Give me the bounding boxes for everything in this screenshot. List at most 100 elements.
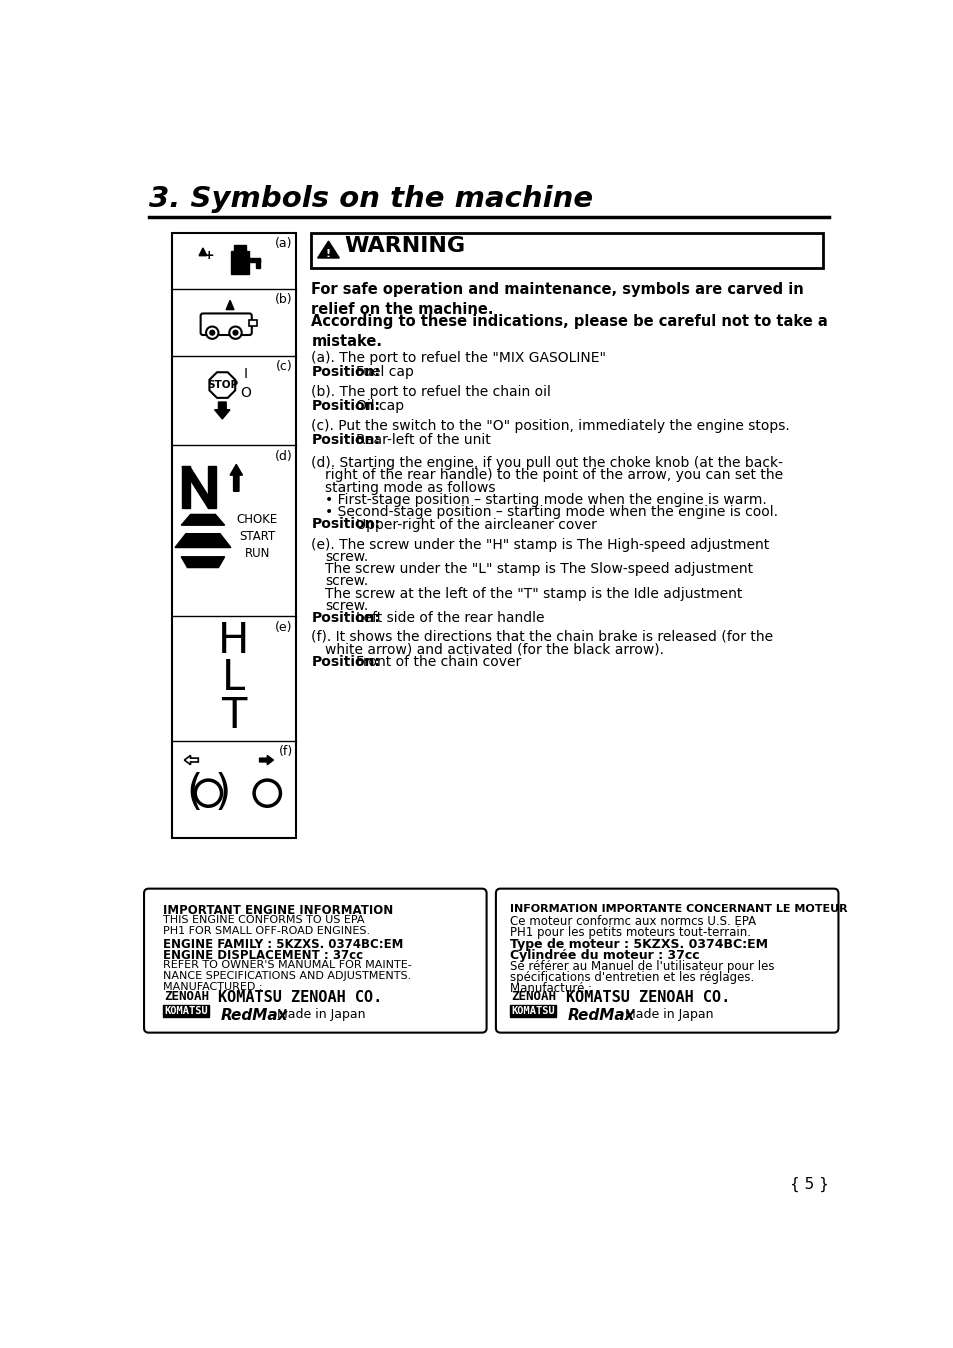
Polygon shape — [199, 248, 207, 256]
Text: O: O — [240, 386, 251, 400]
Text: Position:: Position: — [311, 518, 380, 531]
Text: ENGINE FAMILY : 5KZXS. 0374BC:EM: ENGINE FAMILY : 5KZXS. 0374BC:EM — [162, 938, 402, 950]
Text: 3. Symbols on the machine: 3. Symbols on the machine — [149, 185, 592, 213]
Text: According to these indications, please be careful not to take a
mistake.: According to these indications, please b… — [311, 314, 827, 349]
Circle shape — [209, 330, 215, 336]
FancyBboxPatch shape — [144, 888, 486, 1033]
Polygon shape — [174, 534, 231, 547]
Text: KOMATSU: KOMATSU — [511, 1006, 555, 1016]
Text: Position:: Position: — [311, 365, 380, 379]
Text: (c). Put the switch to the "O" position, immediately the engine stops.: (c). Put the switch to the "O" position,… — [311, 419, 789, 433]
Text: THIS ENGINE CONFORMS TO US EPA: THIS ENGINE CONFORMS TO US EPA — [162, 915, 364, 925]
FancyArrow shape — [214, 402, 230, 419]
Text: START: START — [239, 530, 275, 543]
Text: ZENOAH: ZENOAH — [164, 989, 209, 1003]
Text: { 5 }: { 5 } — [789, 1177, 828, 1192]
Bar — [249, 257, 259, 262]
Bar — [509, 1004, 556, 1018]
Text: ): ) — [214, 772, 231, 814]
Text: Position:: Position: — [311, 612, 380, 625]
Text: H: H — [218, 620, 250, 662]
Text: (f): (f) — [278, 745, 293, 759]
Text: starting mode as follows: starting mode as follows — [325, 480, 496, 495]
FancyBboxPatch shape — [496, 888, 838, 1033]
Text: (e). The screw under the "H" stamp is The High-speed adjustment: (e). The screw under the "H" stamp is Th… — [311, 538, 769, 551]
Text: Se référer au Manuel de l'utilisateur pour les: Se référer au Manuel de l'utilisateur po… — [509, 960, 774, 973]
Text: NANCE SPECIFICATIONS AND ADJUSTMENTS.: NANCE SPECIFICATIONS AND ADJUSTMENTS. — [162, 971, 411, 981]
Text: Upper-right of the aircleaner cover: Upper-right of the aircleaner cover — [355, 518, 596, 531]
Text: WARNING: WARNING — [344, 236, 465, 256]
Text: Left side of the rear handle: Left side of the rear handle — [355, 612, 543, 625]
Circle shape — [229, 326, 241, 338]
Bar — [311, 233, 822, 268]
Text: screw.: screw. — [325, 550, 368, 563]
Text: STOP: STOP — [207, 380, 237, 390]
Bar — [233, 245, 246, 251]
Text: The screw under the "L" stamp is The Slow-speed adjustment: The screw under the "L" stamp is The Slo… — [325, 562, 753, 576]
Polygon shape — [317, 241, 339, 257]
Bar — [172, 233, 295, 838]
Text: Rear-left of the unit: Rear-left of the unit — [355, 433, 490, 446]
Text: Made in Japan: Made in Japan — [624, 1008, 712, 1020]
Text: • First-stage position – starting mode when the engine is warm.: • First-stage position – starting mode w… — [325, 493, 766, 507]
Text: RUN: RUN — [244, 547, 270, 559]
Text: INFORMATION IMPORTANTE CONCERNANT LE MOTEUR: INFORMATION IMPORTANTE CONCERNANT LE MOT… — [509, 905, 846, 914]
Text: • Second-stage position – starting mode when the engine is cool.: • Second-stage position – starting mode … — [325, 506, 778, 519]
Text: (d). Starting the engine, if you pull out the choke knob (at the back-: (d). Starting the engine, if you pull ou… — [311, 456, 782, 470]
Text: +: + — [204, 249, 214, 263]
Text: (a). The port to refuel the "MIX GASOLINE": (a). The port to refuel the "MIX GASOLIN… — [311, 352, 606, 365]
Text: (b): (b) — [274, 294, 293, 306]
Text: KOMATSU ZENOAH CO.: KOMATSU ZENOAH CO. — [565, 989, 729, 1004]
Text: Cylindrée du moteur : 37cc: Cylindrée du moteur : 37cc — [509, 949, 699, 961]
FancyBboxPatch shape — [200, 314, 252, 336]
Text: (b). The port to refuel the chain oil: (b). The port to refuel the chain oil — [311, 386, 551, 399]
Text: KOMATSU ZENOAH CO.: KOMATSU ZENOAH CO. — [218, 989, 382, 1004]
Bar — [208, 466, 216, 508]
Text: PH1 pour les petits moteurs tout-terrain.: PH1 pour les petits moteurs tout-terrain… — [509, 926, 750, 940]
Text: (e): (e) — [275, 620, 293, 634]
Text: (f). It shows the directions that the chain brake is released (for the: (f). It shows the directions that the ch… — [311, 630, 773, 644]
Text: Fuel cap: Fuel cap — [355, 365, 413, 379]
Polygon shape — [226, 301, 233, 310]
Text: IMPORTANT ENGINE INFORMATION: IMPORTANT ENGINE INFORMATION — [162, 905, 393, 917]
Bar — [256, 259, 260, 268]
Bar — [162, 1004, 209, 1018]
Text: MANUFACTURED :: MANUFACTURED : — [162, 983, 262, 992]
Text: PH1 FOR SMALL OFF-ROAD ENGINES.: PH1 FOR SMALL OFF-ROAD ENGINES. — [162, 926, 370, 937]
Text: Type de moteur : 5KZXS. 0374BC:EM: Type de moteur : 5KZXS. 0374BC:EM — [509, 938, 767, 950]
FancyArrow shape — [230, 464, 242, 491]
Text: L: L — [222, 658, 245, 700]
Text: right of the rear handle) to the point of the arrow, you can set the: right of the rear handle) to the point o… — [325, 468, 782, 483]
Text: RedMax: RedMax — [220, 1008, 288, 1023]
Text: KOMATSU: KOMATSU — [164, 1006, 208, 1016]
Bar — [231, 251, 249, 274]
Text: Oil cap: Oil cap — [355, 399, 403, 412]
Text: spécifications d'entretien et les réglages.: spécifications d'entretien et les réglag… — [509, 971, 753, 984]
Circle shape — [233, 330, 238, 336]
Text: ZENOAH: ZENOAH — [511, 989, 556, 1003]
Text: REFER TO OWNER'S MANUMAL FOR MAINTE-: REFER TO OWNER'S MANUMAL FOR MAINTE- — [162, 960, 411, 969]
Text: For safe operation and maintenance, symbols are carved in
relief on the machine.: For safe operation and maintenance, symb… — [311, 282, 803, 317]
Text: RedMax: RedMax — [567, 1008, 635, 1023]
Text: Position:: Position: — [311, 655, 380, 669]
Polygon shape — [181, 515, 224, 526]
Polygon shape — [181, 557, 224, 568]
Polygon shape — [182, 466, 216, 508]
Text: I: I — [243, 367, 248, 381]
Text: (d): (d) — [274, 450, 293, 462]
Text: screw.: screw. — [325, 599, 368, 613]
Text: screw.: screw. — [325, 574, 368, 589]
Bar — [249, 319, 257, 326]
Text: Position:: Position: — [311, 433, 380, 446]
FancyArrow shape — [184, 755, 198, 764]
Bar — [182, 466, 190, 508]
Text: Ce moteur conformc aux normcs U.S. EPA: Ce moteur conformc aux normcs U.S. EPA — [509, 915, 755, 929]
Text: (c): (c) — [275, 360, 293, 373]
Text: Position:: Position: — [311, 399, 380, 412]
Circle shape — [206, 326, 218, 338]
Text: white arrow) and activated (for the black arrow).: white arrow) and activated (for the blac… — [325, 642, 663, 656]
Text: ENGINE DISPLACEMENT : 37cc: ENGINE DISPLACEMENT : 37cc — [162, 949, 362, 961]
Text: !: ! — [326, 249, 331, 259]
Text: (a): (a) — [275, 237, 293, 251]
FancyArrow shape — [259, 755, 274, 764]
